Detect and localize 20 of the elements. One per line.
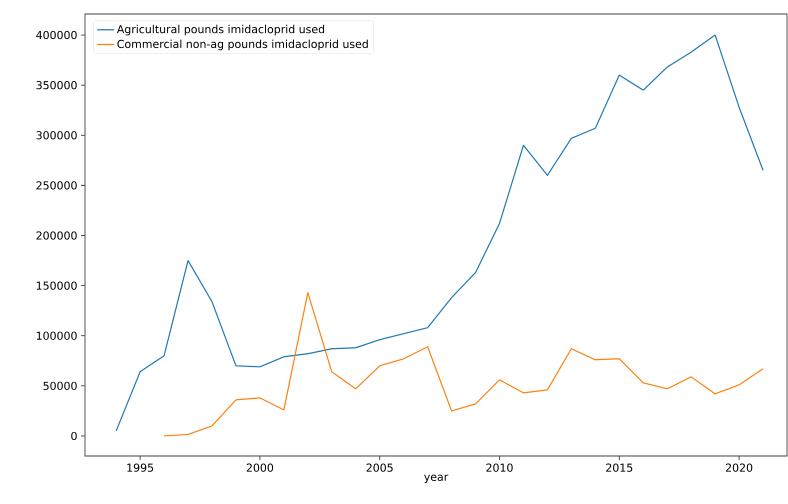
- x-axis-title: year: [424, 474, 448, 484]
- legend-label: Agricultural pounds imidacloprid used: [116, 24, 324, 36]
- y-tick-label: 0: [71, 432, 77, 440]
- legend-label: Commercial non-ag pounds imidacloprid used: [117, 40, 368, 50]
- y-tick-label: 350000: [36, 81, 77, 90]
- y-tick-label: 250000: [36, 181, 77, 190]
- x-tick-label: 1995: [127, 464, 154, 472]
- y-tick-label: 200000: [36, 231, 77, 240]
- x-tick-label: 2015: [606, 464, 632, 472]
- y-tick-label: 400000: [36, 30, 77, 40]
- line-series: [116, 34, 764, 432]
- x-tick-label: 2010: [486, 464, 513, 472]
- x-tick-label: 2005: [366, 464, 393, 472]
- y-tick-label: 150000: [36, 281, 77, 290]
- x-tick-label: 2020: [726, 464, 752, 472]
- y-tick-label: 300000: [36, 131, 77, 140]
- y-tick-label: 100000: [36, 332, 77, 340]
- y-tick-label: 50000: [43, 382, 77, 390]
- line-series: [163, 292, 764, 437]
- x-tick-label: 2000: [246, 464, 274, 472]
